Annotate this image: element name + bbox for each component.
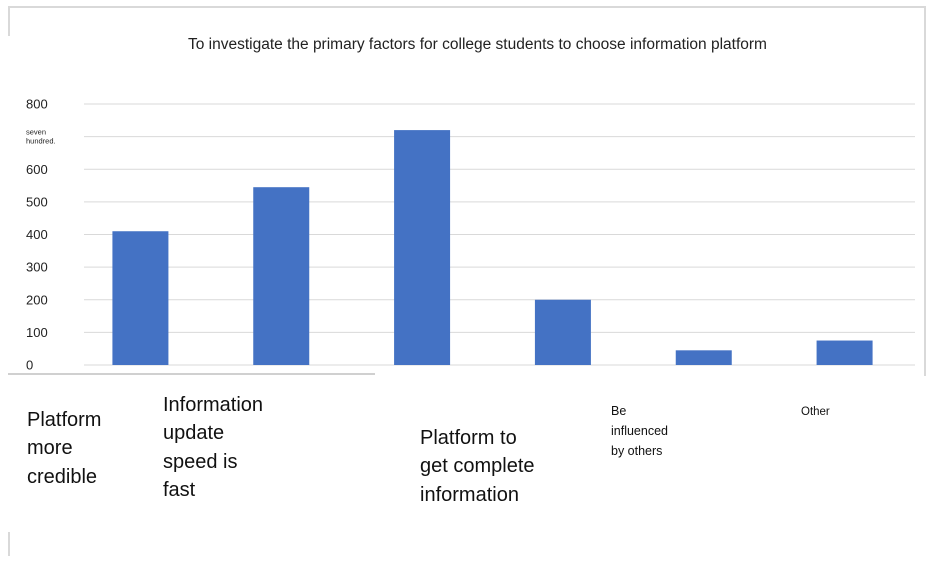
chart-title: To investigate the primary factors for c…: [188, 36, 767, 53]
bar-3: [534, 299, 591, 365]
chart-frame-top-border: [8, 6, 926, 8]
y-tick-label-100: 100: [26, 325, 48, 340]
bar-0: [112, 231, 169, 365]
x-label-other: Other: [801, 406, 830, 418]
x-label-information-update-speed: Information update speed is fast: [163, 394, 264, 502]
y-tick-label-400: 400: [26, 227, 48, 242]
bar-5: [816, 340, 873, 365]
x-label-platform-complete-information: Platform to get complete information: [420, 427, 535, 506]
y-tick-label-700: seven hundred.: [26, 128, 56, 146]
y-tick-label-600: 600: [26, 162, 48, 177]
y-tick-label-800: 800: [26, 97, 48, 112]
chart-frame-left-border: [8, 6, 10, 36]
bar-1: [253, 187, 310, 365]
x-label-platform-more-credible: Platform more credible: [27, 409, 102, 488]
y-tick-label-500: 500: [26, 194, 48, 209]
y-tick-label-300: 300: [26, 260, 48, 275]
x-label-be-influenced-by-others: Be influenced by others: [611, 404, 668, 458]
y-tick-label-200: 200: [26, 292, 48, 307]
chart-frame-left-border-bottom: [8, 532, 10, 556]
bar-4: [675, 350, 732, 365]
bar-2: [394, 130, 451, 365]
y-tick-label-0: 0: [26, 358, 33, 373]
chart-frame-right-border: [924, 6, 926, 376]
